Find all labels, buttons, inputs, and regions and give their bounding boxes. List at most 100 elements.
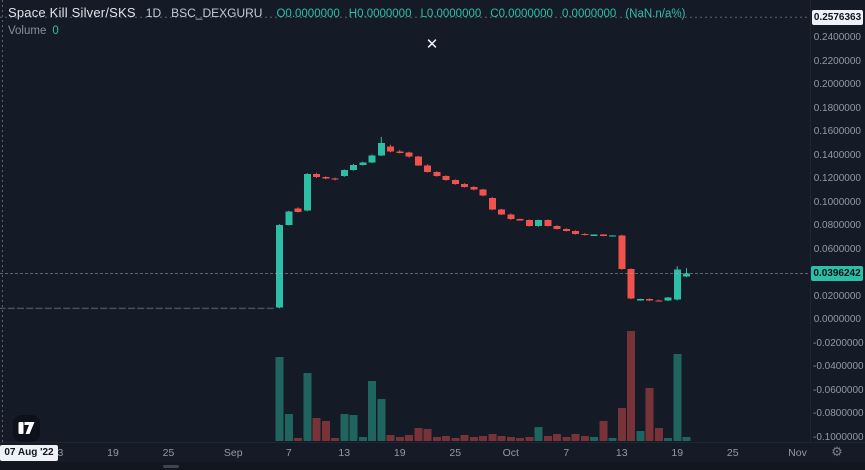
candle-body xyxy=(544,220,552,226)
symbol-title[interactable]: Space Kill Silver/SKS xyxy=(8,5,136,20)
candle-body xyxy=(599,234,607,236)
volume-bar xyxy=(682,437,691,441)
volume-bar xyxy=(543,436,552,441)
volume-bar xyxy=(312,418,321,441)
gear-icon[interactable]: ⚙ xyxy=(831,444,843,459)
time-tick-label: 7 xyxy=(285,447,292,459)
ohlc-values: O0.0000000 H0.0000000 L0.0000000 C0.0000… xyxy=(276,8,685,20)
pre-launch-flat-dash xyxy=(248,307,256,310)
chart-canvas[interactable] xyxy=(0,0,810,442)
candle-body xyxy=(313,173,320,178)
volume-bar xyxy=(451,438,460,441)
volume-bar xyxy=(303,373,312,441)
price-tick-label: 0.1000000 xyxy=(813,196,861,208)
chart-legend: Space Kill Silver/SKS 1D BSC_DEXGURU O0.… xyxy=(8,5,685,37)
time-tick-label: Oct xyxy=(502,447,519,459)
interval-label[interactable]: 1D xyxy=(145,6,162,20)
candle-body xyxy=(387,146,394,152)
candle-body xyxy=(414,156,422,166)
pre-launch-flat-dash xyxy=(0,307,6,310)
volume-bar xyxy=(488,434,497,441)
price-tick-label: 0.2200000 xyxy=(813,55,861,67)
candle-body xyxy=(516,219,524,221)
candle-body xyxy=(350,164,357,171)
pre-launch-flat-dash xyxy=(26,307,34,310)
candle-body xyxy=(664,297,672,301)
price-axis[interactable]: 0.2576363 0.0396242 0.2400000 0.2200000 0.… xyxy=(810,0,865,443)
candle-body xyxy=(276,224,283,308)
price-tick-label: 0.0200000 xyxy=(813,290,861,302)
time-tick-label: 13 xyxy=(615,447,628,459)
pre-launch-flat-dash xyxy=(7,307,15,310)
time-axis[interactable]: 07 Aug '22 131925Sep7131925Oct7131925Nov xyxy=(0,442,865,462)
volume-bar xyxy=(442,436,450,441)
candle-body xyxy=(683,273,690,277)
volume-bar xyxy=(645,388,654,441)
candle-body xyxy=(405,152,413,157)
bottom-scrollbar[interactable] xyxy=(0,462,865,470)
price-tick-label: 0.0800000 xyxy=(813,220,861,231)
volume-bar xyxy=(673,354,682,441)
volume-bar xyxy=(664,438,672,441)
candle-body xyxy=(562,228,570,231)
pre-launch-flat-dash xyxy=(155,307,163,310)
volume-bar xyxy=(654,428,663,441)
volume-bar xyxy=(580,436,589,441)
close-icon[interactable]: ✕ xyxy=(425,36,439,53)
pre-launch-flat-dash xyxy=(72,307,80,310)
candle-body xyxy=(488,197,496,210)
volume-bar xyxy=(469,437,478,441)
volume-study-value: 0 xyxy=(52,25,59,37)
volume-bar xyxy=(590,437,598,441)
price-tick-label: -0.0200000 xyxy=(813,337,864,349)
candle-body xyxy=(322,177,330,179)
pre-launch-flat-dash xyxy=(183,307,191,310)
last-price-label: 0.0396242 xyxy=(811,265,863,281)
time-tick-label: 25 xyxy=(449,447,462,459)
candle-body xyxy=(581,233,589,236)
price-tick-label: 0.0000000 xyxy=(813,314,861,325)
volume-bar xyxy=(571,434,580,441)
pre-launch-flat-dash xyxy=(35,307,43,310)
volume-bar xyxy=(386,435,395,441)
scrollbar-handle[interactable] xyxy=(163,465,179,468)
candle-body xyxy=(572,230,579,234)
time-tick-label: 25 xyxy=(726,447,739,459)
candle-body xyxy=(451,180,459,184)
price-tick-label: -0.0400000 xyxy=(813,361,864,372)
candle-body xyxy=(359,162,367,165)
pre-launch-flat-dash xyxy=(257,307,265,310)
candle-body xyxy=(618,235,626,270)
pre-launch-flat-dash xyxy=(17,307,24,310)
volume-bar xyxy=(294,438,302,441)
candle-body xyxy=(673,269,681,300)
tradingview-logo[interactable] xyxy=(13,415,40,442)
price-tick-label: -0.1000000 xyxy=(813,431,864,443)
volume-bar xyxy=(340,414,349,441)
candle-body xyxy=(470,186,478,190)
pre-launch-flat-dash xyxy=(229,307,237,310)
change-pct-value: (NaN.n/a%) xyxy=(625,8,686,20)
pre-launch-flat-dash xyxy=(54,307,61,310)
volume-bar xyxy=(377,399,386,441)
pre-launch-flat-dash xyxy=(146,307,154,310)
pre-launch-flat-dash xyxy=(63,307,71,310)
crosshair-date-label: 07 Aug '22 xyxy=(0,445,58,461)
volume-bar xyxy=(553,434,561,441)
volume-study-label[interactable]: Volume xyxy=(8,25,47,37)
candle-body xyxy=(646,299,653,301)
time-tick-label: Sep xyxy=(223,447,243,459)
candle-body xyxy=(340,170,348,177)
candle-body xyxy=(655,300,663,302)
volume-bar xyxy=(516,438,524,441)
pre-launch-flat-dash xyxy=(91,307,98,310)
volume-bar xyxy=(284,414,293,441)
pre-launch-flat-dash xyxy=(220,307,228,310)
price-tick-label: 0.2000000 xyxy=(813,79,861,90)
price-tick-label: 0.1800000 xyxy=(813,102,861,114)
candle-body xyxy=(553,226,561,229)
price-tick-label: -0.0600000 xyxy=(813,384,864,396)
candle-body xyxy=(377,142,385,156)
volume-bar xyxy=(275,357,284,441)
